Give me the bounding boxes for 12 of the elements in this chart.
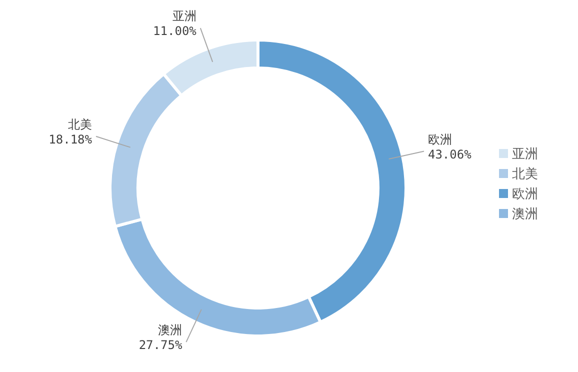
slice-label: 北美	[68, 117, 92, 132]
legend-label: 澳洲	[512, 207, 538, 222]
legend-label: 欧洲	[512, 187, 538, 202]
legend-label: 北美	[512, 167, 538, 182]
legend-label: 亚洲	[512, 147, 538, 162]
slice-label: 欧洲	[428, 132, 452, 146]
slice-label: 澳洲	[158, 323, 182, 338]
data-label: 11.00%	[153, 24, 198, 38]
data-label: 43.06%	[428, 147, 472, 162]
data-label: 27.75%	[138, 338, 183, 352]
data-label: 18.18%	[48, 132, 93, 146]
slice-label: 亚洲	[172, 9, 196, 24]
